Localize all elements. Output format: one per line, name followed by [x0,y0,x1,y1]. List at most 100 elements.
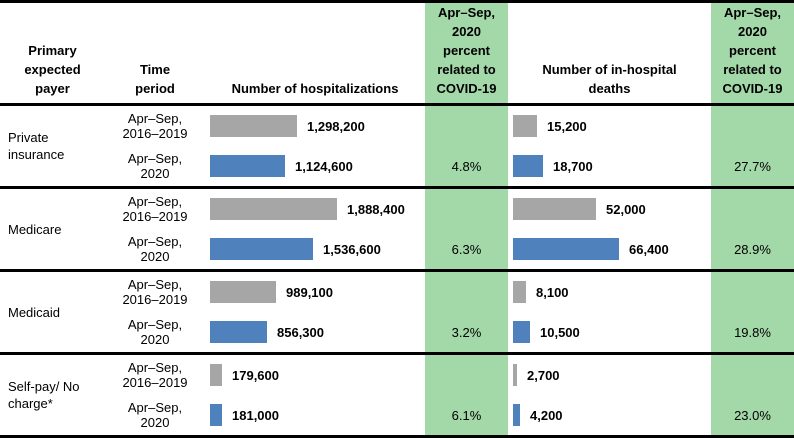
hosp-covid-pct-cell: 4.8% [425,106,508,186]
death-bar-2020 [513,155,543,177]
death-bar-row-2020: 4,200 [513,395,711,435]
hosp-bar-row-2020: 856,300 [210,312,425,352]
hosp-bar-2020 [210,404,222,426]
death-bar-baseline [513,198,596,220]
payer-label: Medicaid [8,304,61,320]
hosp-bar-row-baseline: 1,298,200 [210,106,425,146]
death-bar-row-2020: 10,500 [513,312,711,352]
period-column: Apr–Sep, 2016–2019 Apr–Sep, 2020 [105,106,205,186]
period-2020: Apr–Sep, 2020 [127,234,183,264]
death-value-baseline: 2,700 [527,367,560,383]
hosp-value-baseline: 179,600 [232,367,279,383]
death-value-2020: 18,700 [553,158,593,174]
hosp-bar-row-baseline: 179,600 [210,355,425,395]
hosp-value-baseline: 989,100 [286,284,333,300]
header-time-period: Time period [135,62,175,96]
death-value-baseline: 15,200 [547,118,587,134]
deaths-chart: 52,000 66,400 [508,189,711,269]
hosp-value-baseline: 1,298,200 [307,118,365,134]
payer-label: Medicare [8,221,62,237]
hosp-value-2020: 181,000 [232,407,279,423]
hosp-bar-2020 [210,238,313,260]
section-medicaid: Medicaid Apr–Sep, 2016–2019 Apr–Sep, 202… [0,269,794,352]
section-medicare: Medicare Apr–Sep, 2016–2019 Apr–Sep, 202… [0,186,794,269]
death-bar-row-2020: 66,400 [513,229,711,269]
death-covid-pct-cell: 27.7% [711,106,794,186]
hosp-bar-baseline [210,198,337,220]
table-header-row: Primary expected payer Time period Numbe… [0,3,794,103]
death-bar-2020 [513,321,530,343]
death-bar-2020 [513,238,619,260]
death-covid-pct-cell: 23.0% [711,355,794,435]
death-bar-row-baseline: 52,000 [513,189,711,229]
hosp-covid-pct-cell: 6.1% [425,355,508,435]
death-covid-pct-cell: 28.9% [711,189,794,269]
death-bar-row-2020: 18,700 [513,146,711,186]
hospitalizations-chart: 1,888,400 1,536,600 [205,189,425,269]
hosp-value-2020: 856,300 [277,324,324,340]
deaths-chart: 2,700 4,200 [508,355,711,435]
hosp-covid-pct-cell: 6.3% [425,189,508,269]
death-bar-baseline [513,115,537,137]
death-bar-row-baseline: 15,200 [513,106,711,146]
death-value-2020: 4,200 [530,407,563,423]
header-covid-percent-hospitalizations: Apr–Sep, 2020 percent related to COVID-1… [425,3,508,103]
period-2020: Apr–Sep, 2020 [127,400,183,430]
hosp-bar-2020 [210,155,285,177]
deaths-chart: 8,100 10,500 [508,272,711,352]
hosp-value-2020: 1,124,600 [295,158,353,174]
hosp-bar-row-2020: 1,124,600 [210,146,425,186]
hosp-bar-row-2020: 181,000 [210,395,425,435]
hosp-bar-baseline [210,364,222,386]
payer-label: Private insurance [8,130,65,162]
period-column: Apr–Sep, 2016–2019 Apr–Sep, 2020 [105,272,205,352]
period-baseline: Apr–Sep, 2016–2019 [122,194,188,224]
section-self-pay-no-charge: Self-pay/ No charge* Apr–Sep, 2016–2019 … [0,352,794,435]
death-covid-pct-cell: 19.8% [711,272,794,352]
death-bar-row-baseline: 2,700 [513,355,711,395]
hosp-bar-2020 [210,321,267,343]
period-2020: Apr–Sep, 2020 [127,151,183,181]
death-value-2020: 66,400 [629,241,669,257]
death-bar-2020 [513,404,520,426]
hosp-bar-row-2020: 1,536,600 [210,229,425,269]
hosp-bar-row-baseline: 989,100 [210,272,425,312]
hosp-value-baseline: 1,888,400 [347,201,405,217]
death-bar-row-baseline: 8,100 [513,272,711,312]
death-value-2020: 10,500 [540,324,580,340]
death-bar-baseline [513,364,517,386]
deaths-chart: 15,200 18,700 [508,106,711,186]
hosp-covid-pct: 6.1% [451,407,482,423]
hosp-bar-row-baseline: 1,888,400 [210,189,425,229]
hosp-covid-pct-cell: 3.2% [425,272,508,352]
death-covid-pct: 28.9% [734,241,771,257]
hosp-covid-pct: 3.2% [451,324,482,340]
hosp-value-2020: 1,536,600 [323,241,381,257]
hosp-covid-pct: 6.3% [451,241,482,257]
header-number-of-hospitalizations: Number of hospitalizations [231,81,399,96]
header-primary-expected-payer: Primary expected payer [24,43,81,96]
header-covid-percent-deaths: Apr–Sep, 2020 percent related to COVID-1… [711,3,794,103]
payer-label: Self-pay/ No charge* [8,379,80,411]
death-value-baseline: 8,100 [536,284,569,300]
death-covid-pct: 19.8% [734,324,771,340]
period-baseline: Apr–Sep, 2016–2019 [122,277,188,307]
death-covid-pct: 27.7% [734,158,771,174]
hosp-bar-baseline [210,281,276,303]
hospitalizations-chart: 179,600 181,000 [205,355,425,435]
hospitalizations-chart: 1,298,200 1,124,600 [205,106,425,186]
hosp-covid-pct: 4.8% [451,158,482,174]
period-baseline: Apr–Sep, 2016–2019 [122,360,188,390]
period-baseline: Apr–Sep, 2016–2019 [122,111,188,141]
period-column: Apr–Sep, 2016–2019 Apr–Sep, 2020 [105,355,205,435]
hosp-bar-baseline [210,115,297,137]
period-column: Apr–Sep, 2016–2019 Apr–Sep, 2020 [105,189,205,269]
period-2020: Apr–Sep, 2020 [127,317,183,347]
header-number-of-in-hospital-deaths: Number of in-hospital deaths [542,62,677,96]
section-private-insurance: Private insurance Apr–Sep, 2016–2019 Apr… [0,103,794,186]
death-bar-baseline [513,281,526,303]
death-value-baseline: 52,000 [606,201,646,217]
death-covid-pct: 23.0% [734,407,771,423]
hospitalizations-chart: 989,100 856,300 [205,272,425,352]
